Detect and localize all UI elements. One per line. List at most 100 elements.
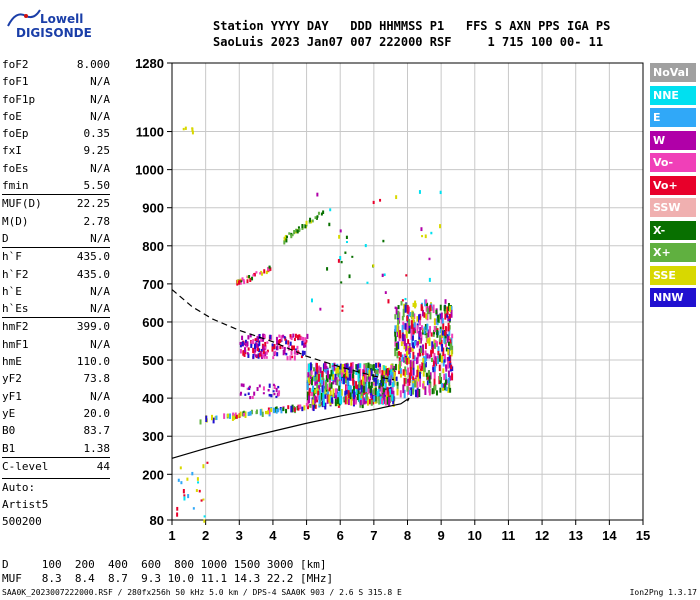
- echo-point: [352, 385, 355, 391]
- echo-point: [372, 200, 375, 205]
- echo-point: [445, 313, 448, 318]
- echo-point: [404, 377, 407, 384]
- echo-point: [384, 365, 387, 371]
- param-row: yE 20.0: [2, 405, 110, 422]
- echo-point: [399, 368, 402, 374]
- echo-point: [423, 312, 426, 318]
- echo-point: [446, 306, 449, 315]
- echo-point: [447, 377, 450, 384]
- echo-point: [240, 280, 243, 283]
- echo-point: [319, 307, 322, 311]
- echo-point: [403, 389, 406, 399]
- echo-point: [358, 381, 361, 389]
- echo-point: [253, 391, 256, 396]
- echo-point: [197, 481, 200, 484]
- echo-point: [377, 380, 380, 386]
- echo-point: [246, 341, 249, 347]
- echo-point: [413, 322, 416, 328]
- echo-point: [384, 383, 387, 389]
- echo-point: [254, 354, 257, 358]
- echo-point: [344, 396, 347, 405]
- echo-point: [276, 340, 279, 345]
- echo-point: [315, 216, 318, 220]
- echo-point: [433, 325, 436, 333]
- echo-point: [363, 398, 366, 405]
- echo-point: [319, 367, 322, 374]
- echo-point: [442, 323, 445, 330]
- echo-point: [333, 392, 336, 398]
- echo-point: [322, 210, 325, 214]
- param-key: yF1: [2, 389, 22, 403]
- echo-point: [421, 309, 424, 317]
- echo-point: [256, 387, 259, 392]
- echo-point: [290, 234, 293, 239]
- echo-point: [395, 195, 398, 200]
- echo-point: [412, 383, 415, 392]
- echo-point: [365, 363, 368, 368]
- param-row: hmE 110.0: [2, 353, 110, 370]
- param-value: 110.0: [76, 355, 110, 369]
- echo-point: [387, 299, 390, 304]
- echo-point: [283, 236, 286, 241]
- echo-point: [324, 381, 327, 390]
- echo-point: [340, 369, 343, 377]
- echo-point: [315, 362, 318, 372]
- echo-point: [272, 383, 275, 387]
- echo-point: [338, 389, 341, 397]
- echo-point: [342, 366, 345, 375]
- echo-point: [246, 275, 249, 279]
- echo-point: [321, 370, 324, 378]
- echo-point: [413, 340, 416, 346]
- echo-point: [402, 384, 405, 394]
- echo-point: [312, 404, 315, 412]
- echo-point: [294, 349, 297, 355]
- echo-point: [262, 386, 265, 391]
- echo-point: [276, 352, 279, 357]
- echo-point: [433, 318, 436, 326]
- echo-point: [364, 373, 367, 383]
- echo-point: [253, 343, 256, 349]
- echo-point: [439, 329, 442, 334]
- echo-point: [433, 371, 436, 379]
- param-row: yF1 N/A: [2, 388, 110, 405]
- echo-point: [303, 405, 306, 411]
- echo-point: [439, 376, 442, 384]
- echo-point: [312, 385, 315, 391]
- echo-point: [437, 346, 440, 353]
- echo-point: [192, 507, 195, 510]
- legend-item-nne: NNE: [650, 85, 696, 105]
- echo-point: [426, 353, 429, 359]
- echo-point: [255, 271, 258, 274]
- echo-point: [435, 326, 438, 333]
- echo-point: [365, 385, 368, 393]
- echo-point: [239, 278, 242, 282]
- echo-point: [362, 386, 365, 393]
- echo-point: [352, 369, 355, 375]
- echo-point: [397, 305, 400, 310]
- echo-point: [210, 414, 213, 421]
- echo-point: [382, 388, 385, 393]
- echo-point: [248, 385, 251, 389]
- echo-point: [287, 345, 290, 351]
- echo-point: [432, 359, 435, 367]
- echo-point: [390, 369, 393, 374]
- echo-point: [444, 299, 447, 304]
- echo-point: [403, 303, 406, 310]
- echo-point: [412, 360, 415, 368]
- echo-point: [389, 397, 392, 402]
- echo-point: [239, 342, 242, 346]
- echo-point: [410, 320, 413, 329]
- echo-point: [384, 374, 387, 379]
- echo-point: [370, 364, 373, 371]
- echo-point: [258, 352, 261, 358]
- param-row: C-level 44: [2, 456, 110, 475]
- echo-point: [353, 397, 356, 405]
- echo-point: [326, 267, 329, 271]
- echo-point: [404, 371, 407, 378]
- echo-point: [315, 379, 318, 385]
- echo-point: [355, 381, 358, 389]
- y-tick-label: 200: [142, 467, 164, 482]
- echo-point: [389, 388, 392, 395]
- echo-point: [430, 332, 433, 337]
- echo-point: [415, 389, 418, 398]
